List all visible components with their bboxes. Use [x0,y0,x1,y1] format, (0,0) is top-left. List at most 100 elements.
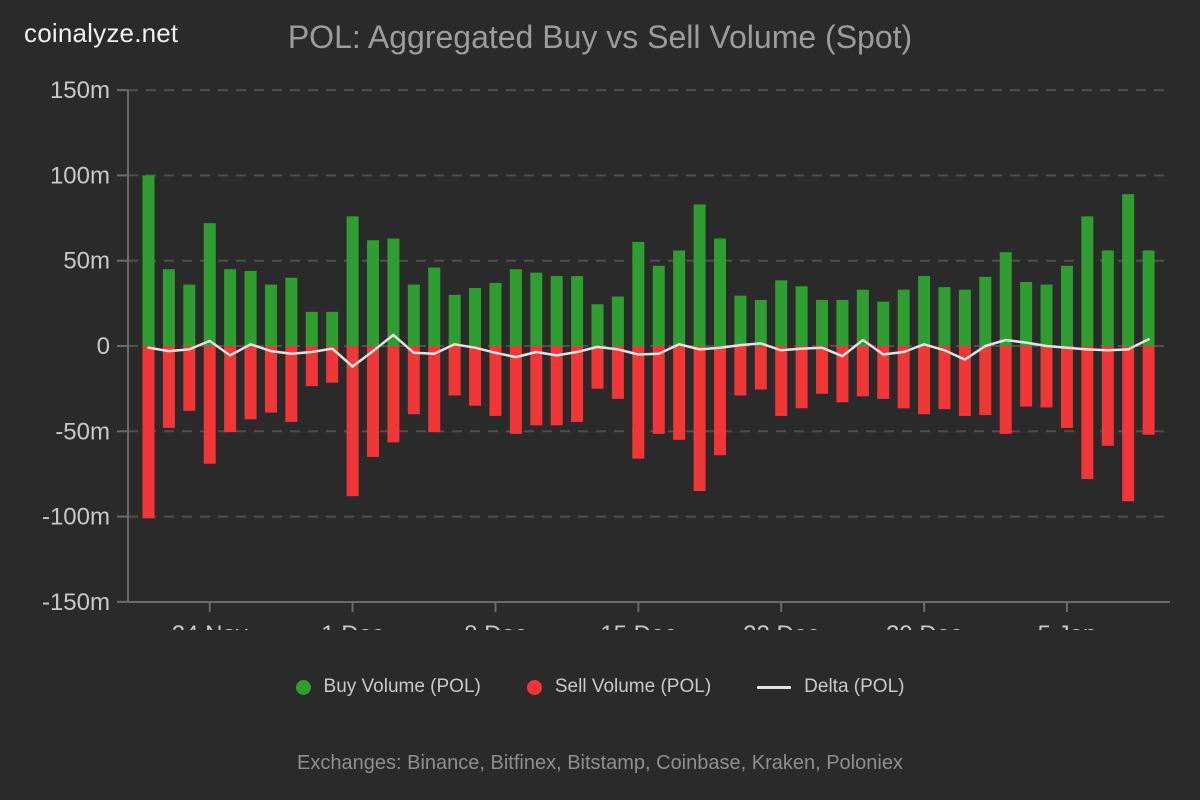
buy-bar[interactable] [346,216,359,346]
buy-bar[interactable] [224,269,237,346]
buy-bar[interactable] [877,301,890,346]
sell-bar[interactable] [734,346,747,396]
buy-bar[interactable] [326,311,339,346]
sell-bar[interactable] [897,346,910,409]
plot-area[interactable]: 150m 100m 50m 0 -50m -100m -150m 24 Nov 1 Dec 8 D… [0,70,1200,630]
sell-bar[interactable] [877,346,890,399]
buy-bar[interactable] [530,272,543,346]
sell-bar[interactable] [285,346,298,422]
buy-bar[interactable] [142,175,155,346]
buy-bar[interactable] [1040,284,1053,346]
buy-bar[interactable] [816,299,829,346]
buy-bar[interactable] [693,204,706,346]
sell-bar[interactable] [979,346,992,416]
sell-bar[interactable] [1101,346,1114,446]
sell-bar[interactable] [509,346,522,434]
sell-bar[interactable] [142,346,155,519]
buy-bar[interactable] [1060,265,1073,346]
buy-bar[interactable] [285,277,298,346]
sell-bar[interactable] [856,346,869,397]
logo[interactable]: coinalyze.net [24,18,179,48]
buy-bar[interactable] [999,252,1012,346]
sell-bar[interactable] [183,346,196,411]
sell-bar[interactable] [775,346,788,416]
sell-bar[interactable] [469,346,482,406]
sell-bar[interactable] [1122,346,1135,502]
sell-bar[interactable] [1081,346,1094,480]
sell-bar[interactable] [244,346,257,420]
sell-bar[interactable] [305,346,318,387]
buy-bar[interactable] [611,296,624,346]
buy-bar[interactable] [489,282,502,346]
buy-bar[interactable] [1142,250,1155,346]
sell-bar[interactable] [162,346,175,428]
sell-bar[interactable] [346,346,359,497]
buy-bar[interactable] [509,269,522,346]
buy-bar[interactable] [958,289,971,346]
legend-item-delta[interactable]: Delta (POL) [757,676,904,698]
sell-bar[interactable] [367,346,380,457]
buy-bar[interactable] [367,240,380,346]
sell-bar[interactable] [836,346,849,403]
sell-bar[interactable] [652,346,665,434]
sell-bar[interactable] [550,346,563,426]
sell-bar[interactable] [530,346,543,426]
buy-bar[interactable] [469,287,482,346]
buy-bar[interactable] [1020,282,1033,346]
sell-bar[interactable] [448,346,461,396]
buy-bar[interactable] [550,276,563,346]
sell-bar[interactable] [407,346,420,415]
buy-bar[interactable] [591,304,604,346]
buy-bar[interactable] [305,311,318,346]
sell-bar[interactable] [611,346,624,399]
sell-bar[interactable] [673,346,686,440]
sell-bar[interactable] [795,346,808,409]
sell-bar[interactable] [938,346,951,410]
buy-bar[interactable] [918,276,931,346]
sell-bar[interactable] [326,346,339,383]
buy-bar[interactable] [1081,216,1094,346]
buy-bar[interactable] [428,267,441,346]
buy-bar[interactable] [856,289,869,346]
buy-bar[interactable] [775,280,788,346]
buy-bar[interactable] [183,284,196,346]
buy-bar[interactable] [162,269,175,346]
buy-bar[interactable] [836,299,849,346]
sell-bar[interactable] [1142,346,1155,435]
buy-bar[interactable] [713,238,726,346]
buy-bar[interactable] [979,276,992,346]
sell-bar[interactable] [203,346,216,464]
buy-bar[interactable] [1122,194,1135,346]
sell-bar[interactable] [918,346,931,415]
buy-bar[interactable] [754,299,767,346]
sell-bar[interactable] [958,346,971,416]
sell-bar[interactable] [999,346,1012,434]
buy-bar[interactable] [448,294,461,346]
sell-bar[interactable] [713,346,726,456]
buy-bar[interactable] [795,286,808,346]
buy-bar[interactable] [264,284,277,346]
sell-bar[interactable] [632,346,645,459]
buy-bar[interactable] [897,289,910,346]
sell-bar[interactable] [387,346,400,443]
sell-bar[interactable] [1060,346,1073,428]
sell-bar[interactable] [1040,346,1053,408]
sell-bar[interactable] [591,346,604,389]
buy-bar[interactable] [387,238,400,346]
sell-bar[interactable] [816,346,829,394]
buy-bar[interactable] [1101,250,1114,346]
buy-bar[interactable] [673,250,686,346]
buy-bar[interactable] [407,284,420,346]
buy-bar[interactable] [734,295,747,346]
sell-bar[interactable] [264,346,277,413]
sell-bar[interactable] [693,346,706,492]
sell-bar[interactable] [428,346,441,433]
legend-item-sell[interactable]: Sell Volume (POL) [526,676,711,698]
sell-bar[interactable] [754,346,767,390]
buy-bar[interactable] [632,241,645,346]
buy-bar[interactable] [652,265,665,346]
sell-bar[interactable] [224,346,237,433]
buy-bar[interactable] [244,270,257,346]
sell-bar[interactable] [489,346,502,416]
buy-bar[interactable] [938,287,951,346]
